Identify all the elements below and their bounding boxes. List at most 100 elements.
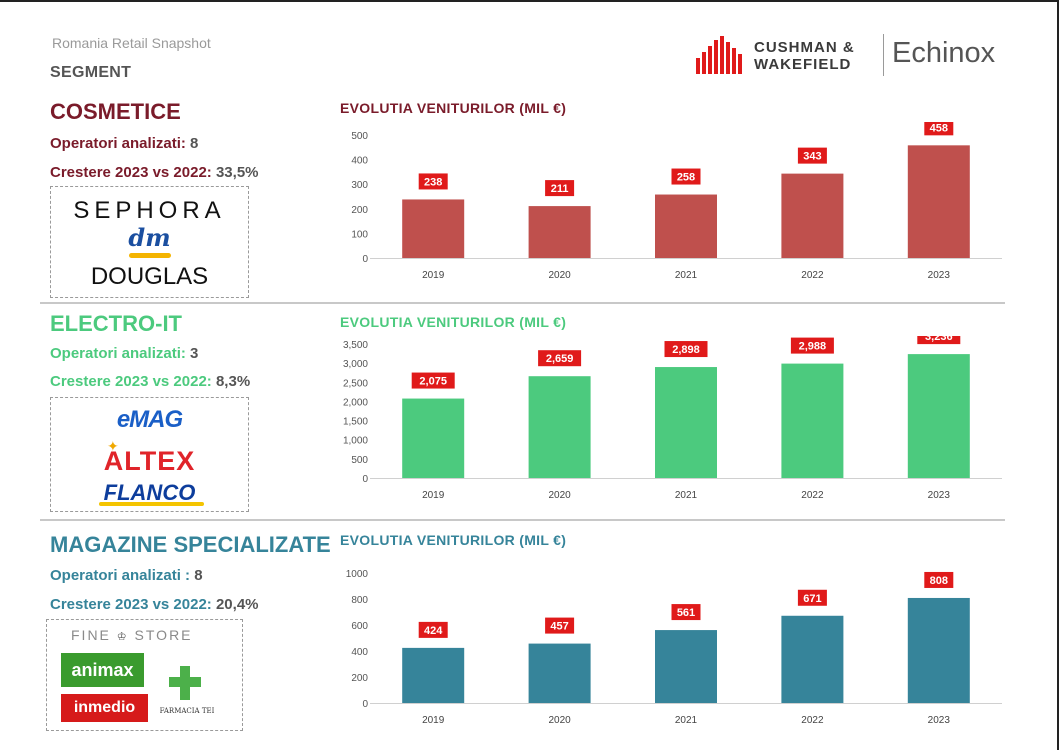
bar: [907, 145, 970, 258]
operators-info-magazine-specializate: Operatori analizati : 8: [50, 567, 203, 584]
data-label-box: [664, 341, 708, 358]
operators-label: Operatori analizati:: [50, 345, 186, 362]
data-label-box: [418, 621, 448, 638]
bar: [402, 647, 465, 703]
brand-block: CUSHMAN & WAKEFIELD Echinox: [696, 34, 1026, 78]
segment-title-text: MAGAZINE SPECIALIZATE: [50, 532, 331, 557]
x-tick-label: 2023: [928, 715, 951, 726]
data-label: 258: [677, 172, 695, 184]
sephora-logo: SEPHORA: [73, 197, 226, 224]
segment-title-text: COSMETICE: [50, 99, 181, 124]
data-label: 2,659: [546, 353, 574, 365]
data-label: 457: [550, 621, 568, 633]
operators-label: Operatori analizati:: [50, 135, 186, 152]
altex-logo: ALTEX: [103, 446, 196, 476]
fine-store-logo-part1: FINE: [71, 627, 111, 643]
logo-box-magazine-specializate: FINE ♔ STORE animax inmedio FARMACIA TEI: [46, 619, 243, 731]
data-label-box: [797, 147, 827, 164]
data-label-box: [790, 337, 834, 354]
data-label-box: [671, 168, 701, 185]
y-tick-label: 1,000: [343, 436, 368, 447]
operators-info-cosmetice: Operatori analizati: 8: [50, 135, 198, 152]
growth-info-electro-it: Crestere 2023 vs 2022: 8,3%: [50, 373, 250, 390]
right-border: [1057, 0, 1059, 750]
report-subtitle: Romania Retail Snapshot: [52, 35, 211, 51]
douglas-logo: DOUGLAS: [90, 263, 209, 290]
data-label: 2,988: [799, 341, 827, 353]
y-tick-label: 600: [351, 621, 368, 632]
data-label: 561: [677, 607, 695, 619]
flanco-logo: FLANCO: [103, 480, 196, 505]
bar: [655, 194, 717, 258]
revenue-chart-cosmetice: 0 100 200 300 400 500 238 2019 211 2020 258 2021 343…: [351, 122, 1002, 281]
data-label: 211: [551, 183, 569, 195]
data-label: 671: [803, 593, 821, 605]
x-tick-label: 2019: [422, 490, 445, 501]
x-tick-label: 2021: [675, 270, 698, 281]
top-border: [0, 0, 1059, 2]
bar: [655, 630, 717, 703]
data-label-box: [797, 589, 827, 606]
crown-icon: ♔: [116, 631, 129, 643]
cushman-wakefield-logo-icon: [696, 36, 742, 74]
y-tick-label: 2,500: [343, 378, 368, 389]
growth-value: 8,3%: [215, 373, 251, 390]
x-tick-label: 2022: [801, 490, 824, 501]
data-label: 343: [803, 151, 821, 163]
operators-info-electro-it: Operatori analizati: 3: [50, 345, 198, 362]
bar: [528, 206, 591, 258]
farmacia-tei-logo: FARMACIA TEI: [159, 707, 215, 715]
bar: [781, 363, 844, 478]
bar: [781, 173, 844, 258]
y-tick-label: 400: [351, 647, 368, 658]
y-tick-label: 500: [351, 131, 368, 142]
x-tick-label: 2023: [928, 490, 951, 501]
x-tick-label: 2022: [801, 715, 824, 726]
data-label-box: [538, 350, 582, 367]
chart-title-magazine-specializate: EVOLUTIA VENITURILOR (MIL €): [340, 532, 567, 548]
y-tick-label: 200: [351, 205, 368, 216]
data-label-box: [924, 122, 954, 136]
logo-box-cosmetice: SEPHORA dm DOUGLAS: [50, 186, 249, 298]
y-tick-label: 3,000: [343, 359, 368, 370]
growth-info-magazine-specializate: Crestere 2023 vs 2022: 20,4%: [50, 596, 259, 613]
fine-store-logo: FINE ♔ STORE: [71, 627, 193, 643]
data-label-box: [545, 180, 575, 197]
segment-label: SEGMENT: [50, 64, 132, 81]
altex-star-icon: ✦: [107, 438, 119, 454]
growth-value: 33,5%: [215, 164, 259, 181]
operators-value: 3: [190, 345, 199, 362]
chart-title-electro-it: EVOLUTIA VENITURILOR (MIL €): [340, 314, 567, 330]
x-tick-label: 2019: [422, 715, 445, 726]
y-tick-label: 200: [351, 673, 368, 684]
dm-logo-swoosh: [129, 253, 171, 258]
data-label-box: [917, 336, 961, 345]
segment-title-text: ELECTRO-IT: [50, 311, 182, 336]
data-label: 2,075: [419, 376, 447, 388]
segment-title-magazine-specializate: MAGAZINE SPECIALIZATE: [50, 532, 331, 558]
brand-separator: [883, 34, 884, 76]
data-label-box: [671, 604, 701, 621]
revenue-chart-electro-it: 0 500 1,000 1,500 2,000 2,500 3,000 3,500 2,075 2…: [343, 336, 1002, 501]
brand-name: CUSHMAN & WAKEFIELD: [754, 39, 855, 73]
bar: [907, 597, 970, 703]
x-tick-label: 2020: [548, 490, 571, 501]
x-tick-label: 2020: [548, 715, 571, 726]
x-tick-label: 2021: [675, 715, 698, 726]
data-label-box: [924, 571, 954, 588]
bar: [528, 643, 591, 703]
growth-value: 20,4%: [215, 596, 259, 613]
y-tick-label: 500: [351, 455, 368, 466]
y-tick-label: 3,500: [343, 340, 368, 351]
bar: [402, 199, 465, 258]
chart-title-cosmetice: EVOLUTIA VENITURILOR (MIL €): [340, 100, 567, 116]
bar: [781, 615, 844, 703]
x-tick-label: 2021: [675, 490, 698, 501]
dm-logo: dm: [128, 223, 171, 252]
x-tick-label: 2022: [801, 270, 824, 281]
farmacia-tei-cross-icon: [169, 666, 201, 700]
growth-label: Crestere 2023 vs 2022:: [50, 596, 212, 613]
y-tick-label: 0: [362, 699, 368, 710]
y-tick-label: 1000: [346, 569, 369, 580]
